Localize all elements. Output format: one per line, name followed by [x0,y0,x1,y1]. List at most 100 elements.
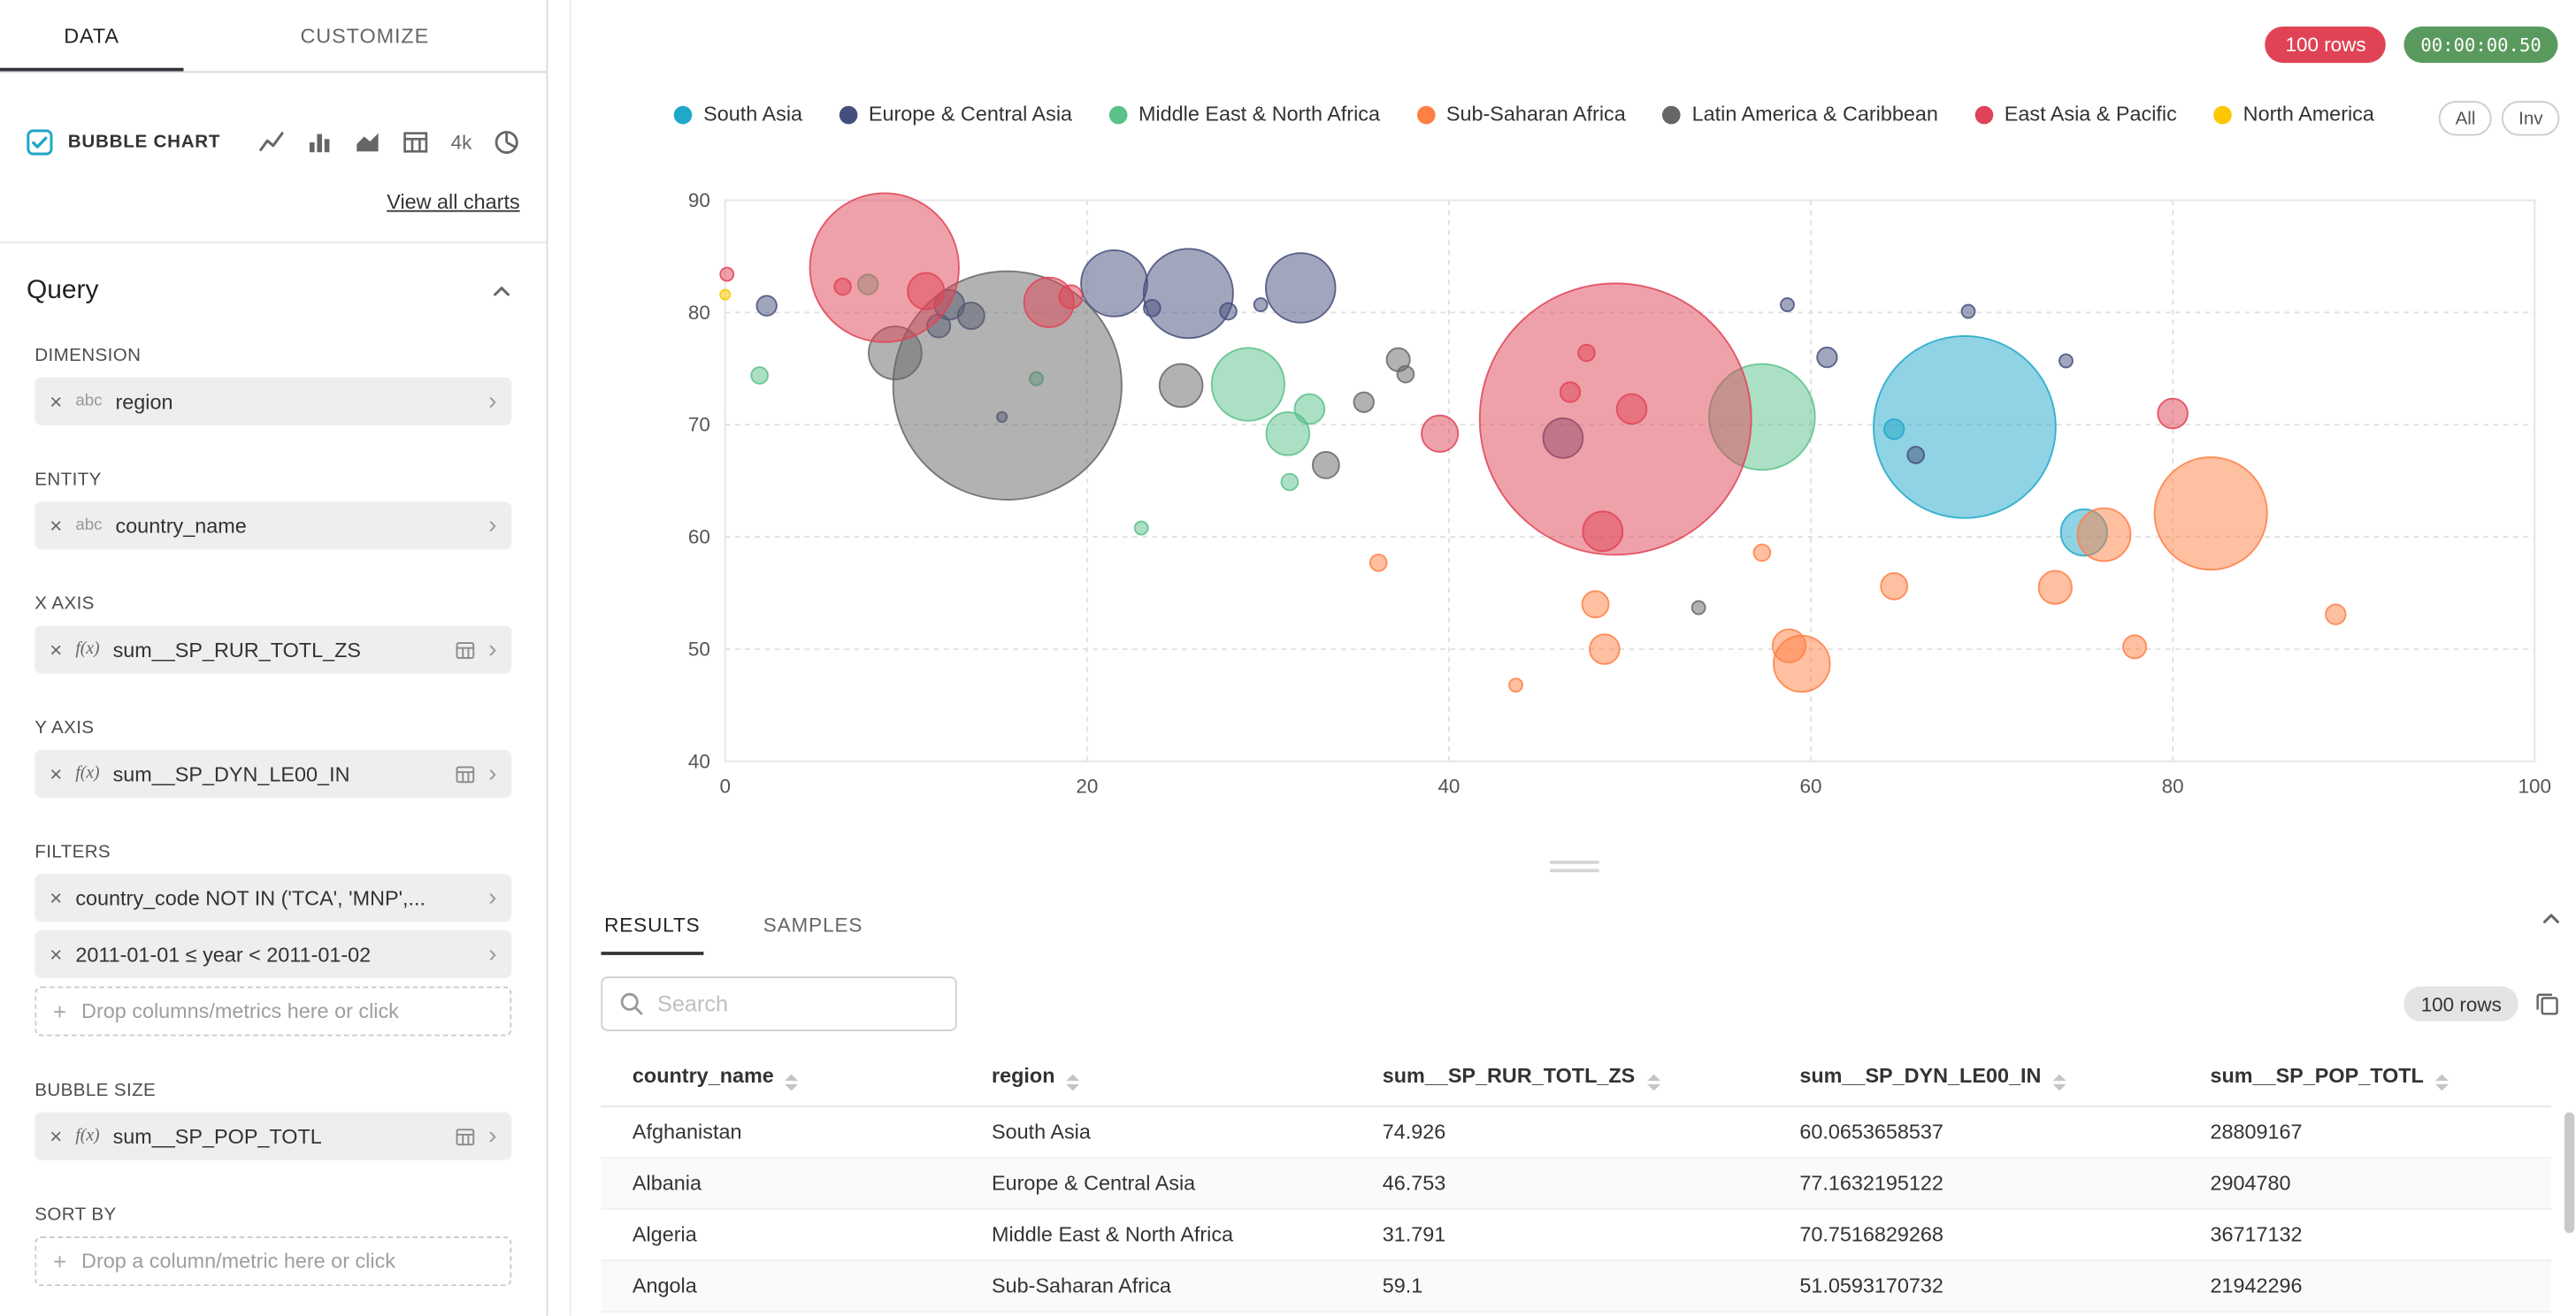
bubble[interactable] [1396,364,1415,384]
column-header-sum__SP_RUR_TOTL_ZS[interactable]: sum__SP_RUR_TOTL_ZS [1351,1051,1768,1108]
table-chart-icon[interactable] [402,129,429,156]
viz-option-4k[interactable]: 4k [450,130,472,155]
bubble[interactable] [1280,472,1300,492]
panel-resize-gutter[interactable] [548,0,570,1316]
results-scrollbar[interactable] [2564,1079,2575,1309]
expand-pill-icon[interactable]: › [488,635,497,664]
legend-item[interactable]: Europe & Central Asia [839,103,1072,126]
legend-item[interactable]: North America [2212,103,2374,126]
bubble[interactable] [1143,298,1162,318]
bubble[interactable] [1773,634,1831,693]
remove-icon[interactable]: × [50,941,63,967]
results-search-input[interactable] [656,991,939,1017]
legend-item[interactable]: Middle East & North Africa [1108,103,1380,126]
legend-item[interactable]: East Asia & Pacific [1974,103,2177,126]
sort-icon[interactable] [2052,1074,2066,1091]
column-pill[interactable]: × abc region › [34,377,512,425]
legend-item[interactable]: South Asia [673,103,802,126]
bubble[interactable] [1581,590,1610,619]
remove-icon[interactable]: × [50,388,63,414]
bubble[interactable] [1690,600,1706,616]
dropzone[interactable]: + Drop columns/metrics here or click [34,986,512,1037]
legend-all-button[interactable]: All [2438,101,2493,136]
expand-pill-icon[interactable]: › [488,1121,497,1151]
remove-icon[interactable]: × [50,761,63,786]
bubble[interactable] [1219,302,1238,321]
copy-results-icon[interactable] [2534,991,2559,1016]
tab-samples[interactable]: SAMPLES [760,895,866,954]
bubble[interactable] [1559,381,1582,403]
bubble[interactable] [1589,633,1621,665]
filter-pill[interactable]: × 2011-01-01 ≤ year < 2011-01-02 › [34,930,512,979]
bubble[interactable] [2076,507,2132,562]
column-header-region[interactable]: region [960,1051,1352,1108]
bubble[interactable] [1133,520,1149,536]
expand-pill-icon[interactable]: › [488,511,497,540]
sort-icon[interactable] [1066,1074,1080,1091]
expand-pill-icon[interactable]: › [488,884,497,913]
tab-results[interactable]: RESULTS [601,895,703,954]
filter-pill[interactable]: × country_code NOT IN ('TCA', 'MNP',... › [34,874,512,922]
bubble-chart[interactable]: 0 20 40 60 80 100 90 80 70 60 50 40 [571,165,2576,828]
bubble[interactable] [1508,677,1523,693]
bubble[interactable] [907,272,946,310]
bubble[interactable] [809,192,960,343]
collapse-query-icon[interactable] [490,279,513,302]
bubble[interactable] [1353,391,1375,413]
bubble[interactable] [1880,571,1909,601]
bubble-chart-checkbox-icon[interactable] [27,129,53,156]
bubble[interactable] [1158,363,1204,409]
bubble[interactable] [1311,450,1340,479]
scrollbar-thumb[interactable] [2564,1112,2575,1234]
column-header-sum__SP_POP_TOTL[interactable]: sum__SP_POP_TOTL [2178,1051,2551,1108]
area-chart-icon[interactable] [355,129,381,156]
bubble[interactable] [719,266,735,282]
column-pill[interactable]: × abc country_name › [34,501,512,550]
remove-icon[interactable]: × [50,1123,63,1149]
sort-icon[interactable] [785,1074,799,1091]
tab-customize[interactable]: CUSTOMIZE [183,0,547,71]
sort-icon[interactable] [1646,1074,1660,1091]
bubble[interactable] [755,295,778,317]
pane-drag-handle[interactable] [1548,861,1598,873]
bubble[interactable] [1960,303,1976,319]
bubble[interactable] [2037,570,2073,605]
bubble[interactable] [1582,510,1624,553]
sort-icon[interactable] [2434,1074,2449,1091]
remove-icon[interactable]: × [50,513,63,539]
bubble[interactable] [1906,446,1925,464]
bubble[interactable] [1210,347,1286,422]
legend-item[interactable]: Latin America & Caribbean [1661,103,1938,126]
bubble[interactable] [1615,393,1648,425]
bubble[interactable] [833,277,852,296]
bubble[interactable] [1421,414,1460,453]
bubble[interactable] [1780,297,1795,312]
bubble[interactable] [1752,543,1772,562]
metric-pill[interactable]: × f(x) sum__SP_RUR_TOTL_ZS › [34,625,512,674]
bubble[interactable] [1293,393,1326,425]
collapse-results-icon[interactable] [2540,907,2563,930]
metric-pill[interactable]: × f(x) sum__SP_POP_TOTL › [34,1112,512,1160]
bubble[interactable] [2153,455,2268,571]
bubble[interactable] [1265,411,1311,456]
legend-inv-button[interactable]: Inv [2502,101,2560,136]
selected-viz-label[interactable]: BUBBLE CHART [67,132,221,153]
bubble[interactable] [2058,353,2074,369]
bubble[interactable] [1265,252,1337,324]
bubble[interactable] [1873,334,2057,519]
bubble[interactable] [1253,297,1269,312]
bubble[interactable] [1368,554,1388,572]
rowcount-badge[interactable]: 100 rows [2266,26,2387,64]
line-chart-icon[interactable] [259,129,286,156]
expand-pill-icon[interactable]: › [488,386,497,416]
bubble[interactable] [719,288,732,301]
bubble[interactable] [2325,603,2347,625]
bubble[interactable] [1816,346,1838,369]
bubble[interactable] [2122,634,2148,660]
bubble[interactable] [750,366,769,385]
bubble[interactable] [1058,284,1084,310]
expand-pill-icon[interactable]: › [488,760,497,788]
remove-icon[interactable]: × [50,637,63,662]
remove-icon[interactable]: × [50,885,63,911]
bar-chart-icon[interactable] [307,129,334,156]
